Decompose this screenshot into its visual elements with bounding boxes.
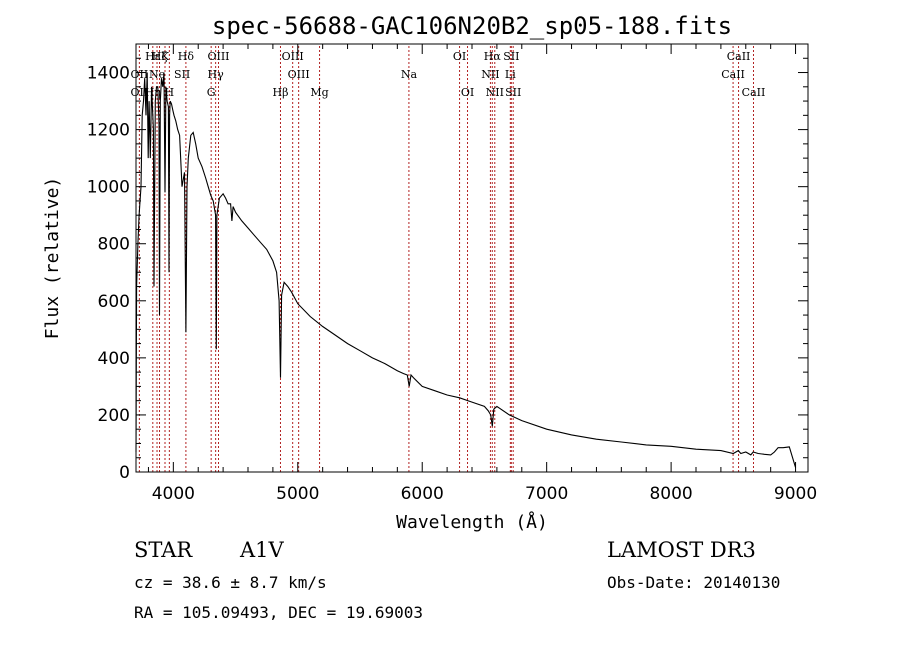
spectral-line-label-7: SII [174, 68, 190, 81]
x-tick-label: 9000 [774, 484, 817, 504]
spectral-line-label-23: Li [505, 68, 516, 81]
y-tick-label: 1400 [87, 64, 130, 84]
y-tick-label: 1000 [87, 178, 130, 198]
x-tick-label: 6000 [401, 484, 444, 504]
spectral-line-label-4: Ne [149, 68, 165, 81]
spectral-line-markers [138, 46, 754, 472]
spectral-line-label-22: NII [481, 68, 499, 81]
x-axis-ticks: 4000 5000 6000 7000 8000 9000 [147, 44, 817, 504]
plot-frame [135, 43, 809, 473]
spectral-line-label-16: Mg [310, 86, 328, 99]
y-tick-label: 600 [98, 292, 130, 312]
observation-date: Obs-Date: 20140130 [607, 573, 781, 592]
spectral-line-label-21: SII [503, 50, 519, 63]
redshift-cz: cz = 38.6 ± 8.7 km/s [134, 573, 327, 592]
spectral-line-label-27: CaII [721, 68, 745, 81]
spectral-line-label-19: OI [461, 86, 474, 99]
y-axis-label: Flux (relative) [42, 177, 63, 340]
spectral-line-label-3: Hε [145, 50, 161, 63]
spectral-line-label-11: Hγ [208, 68, 225, 81]
spectral-line-label-14: OIII [288, 68, 310, 81]
y-tick-label: 1200 [87, 121, 130, 141]
spectral-line-label-20: Hα [484, 50, 502, 63]
y-tick-label: 0 [119, 463, 130, 483]
spectral-line-label-18: OI [453, 50, 466, 63]
spectral-line-label-25: SII [505, 86, 521, 99]
object-class: STAR [134, 538, 193, 562]
spectral-line-label-17: Na [401, 68, 418, 81]
spectral-line-label-10: OIII [207, 50, 229, 63]
survey-name: LAMOST DR3 [607, 538, 756, 562]
spectral-line-label-9: Hδ [178, 50, 195, 63]
spectral-line-label-15: Hβ [273, 86, 289, 99]
spectral-line-label-8: H [165, 86, 175, 99]
spectral-line-label-6: K [161, 50, 170, 63]
spectral-line-label-1: OII [131, 68, 149, 81]
spectrum-series-line [135, 72, 797, 468]
y-axis-ticks: 0 200 400 600 800 1000 1200 1400 [87, 43, 808, 483]
x-tick-label: 7000 [525, 484, 568, 504]
x-tick-label: 4000 [152, 484, 195, 504]
chart-title: spec-56688-GAC106N20B2_sp05-188.fits [212, 12, 732, 40]
object-subclass: A1V [240, 538, 284, 562]
spectral-line-label-24: NII [486, 86, 504, 99]
spectral-line-label-28: CaII [742, 86, 766, 99]
x-tick-label: 5000 [276, 484, 319, 504]
y-tick-label: 800 [98, 235, 130, 255]
y-tick-label: 400 [98, 349, 130, 369]
spectral-line-label-12: G [207, 86, 216, 99]
x-tick-label: 8000 [649, 484, 692, 504]
spectral-line-label-13: OIII [282, 50, 304, 63]
x-axis-label: Wavelength (Å) [396, 511, 548, 533]
spectral-line-label-0: Hζ [152, 50, 168, 63]
ra-dec-coordinates: RA = 105.09493, DEC = 19.69003 [134, 603, 423, 622]
y-tick-label: 200 [98, 406, 130, 426]
spectral-line-label-26: CaII [727, 50, 751, 63]
spectral-line-label-5: Hη [145, 86, 161, 99]
